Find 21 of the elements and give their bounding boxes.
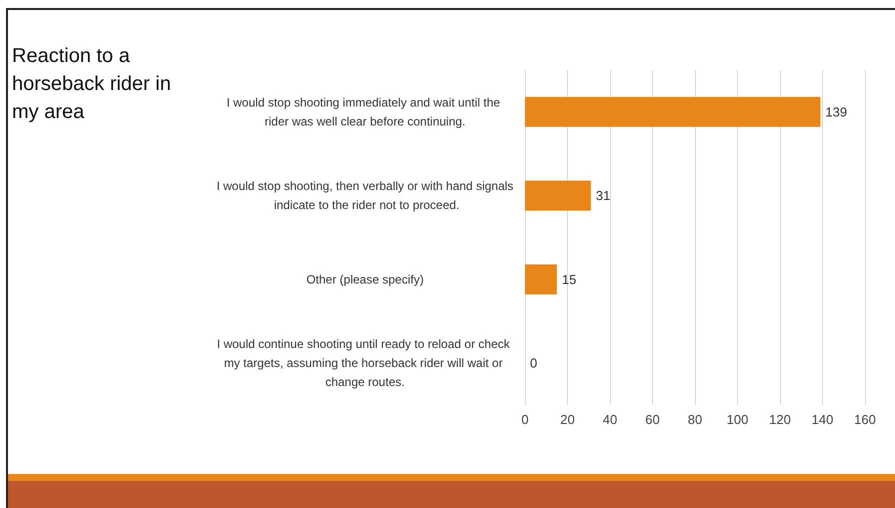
x-tick-label: 40	[602, 412, 618, 427]
data-label: 0	[530, 356, 538, 371]
data-label: 31	[596, 188, 610, 204]
bar	[525, 96, 820, 127]
data-label: 15	[562, 272, 576, 287]
x-tick-label: 0	[521, 412, 529, 427]
bar	[525, 180, 591, 211]
y-tick-label: I would continue shooting until ready to reload or check my targets, assuming the horseback rider will wait or change routes.	[216, 337, 514, 390]
x-tick-label: 100	[726, 412, 748, 427]
x-tick-label: 120	[769, 412, 791, 427]
x-tick-label: 160	[854, 412, 876, 427]
x-tick-label: 80	[688, 412, 702, 427]
text: Reaction to a horseback rider in my area	[12, 44, 172, 125]
y-tick-label: I would stop shooting immediately and wait until the rider was well clear before continuing.	[226, 95, 504, 128]
y-tick-label: Other (please specify)	[306, 272, 424, 286]
bar	[525, 264, 557, 294]
data-label: 139	[825, 104, 848, 120]
x-tick-label: 140	[812, 412, 834, 427]
y-tick-label: I would stop shooting, then verbally or with hand signals indicate to the rider not to proceed.	[216, 179, 514, 212]
x-tick-label: 60	[645, 412, 660, 427]
x-tick-label: 20	[560, 412, 575, 427]
